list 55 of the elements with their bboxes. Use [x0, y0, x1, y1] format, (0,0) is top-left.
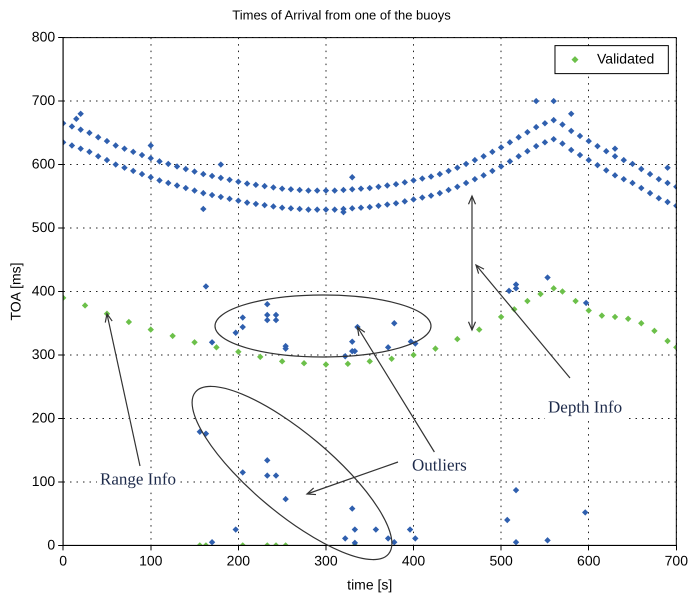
y-tick-label: 100: [32, 472, 56, 489]
point: [651, 328, 658, 334]
point: [366, 358, 373, 365]
y-tick-label: 600: [32, 155, 56, 172]
point: [624, 316, 632, 322]
x-tick-label: 600: [577, 552, 601, 569]
x-tick-label: 200: [226, 552, 250, 569]
point: [432, 345, 439, 352]
y-tick-label: 400: [32, 282, 56, 298]
y-tick-label: 700: [32, 92, 56, 108]
y-tick-label: 0: [47, 536, 56, 552]
point: [82, 302, 88, 309]
legend-label: Validated: [596, 50, 654, 66]
point: [559, 288, 566, 295]
y-axis-title: TOA [ms]: [7, 262, 24, 321]
point: [257, 354, 264, 360]
point: [126, 318, 132, 326]
x-axis-title: time [s]: [347, 576, 392, 592]
point: [524, 298, 531, 304]
y-tick-label: 800: [32, 28, 56, 44]
x-tick-label: 500: [489, 552, 514, 569]
point: [169, 332, 176, 340]
point: [612, 314, 618, 320]
point: [572, 298, 579, 304]
point: [213, 344, 220, 351]
point: [664, 338, 671, 344]
point: [550, 285, 557, 292]
x-tick-label: 300: [314, 552, 338, 569]
point: [278, 358, 286, 365]
annotation: Range Info: [100, 469, 176, 488]
point: [410, 352, 417, 358]
x-tick-label: 400: [402, 552, 426, 569]
y-tick-label: 300: [32, 346, 56, 362]
point: [148, 326, 154, 333]
x-tick-label: 0: [59, 552, 68, 569]
point: [388, 356, 395, 362]
point: [598, 312, 606, 319]
point: [344, 360, 352, 368]
point: [454, 336, 461, 342]
y-tick-label: 500: [32, 218, 56, 235]
chart-title: Times of Arrival from one of the buoys: [232, 7, 452, 22]
x-tick-label: 700: [664, 552, 688, 569]
point: [498, 314, 504, 320]
annotation: Depth Info: [548, 397, 622, 416]
point: [586, 307, 592, 314]
point: [476, 326, 482, 333]
point: [235, 348, 242, 355]
point: [638, 320, 644, 326]
y-tick-label: 200: [32, 409, 56, 426]
point: [537, 290, 544, 298]
annotation: Outliers: [412, 455, 467, 474]
point: [322, 361, 330, 368]
x-tick-label: 100: [139, 552, 163, 569]
point: [191, 339, 198, 346]
point: [300, 360, 308, 366]
